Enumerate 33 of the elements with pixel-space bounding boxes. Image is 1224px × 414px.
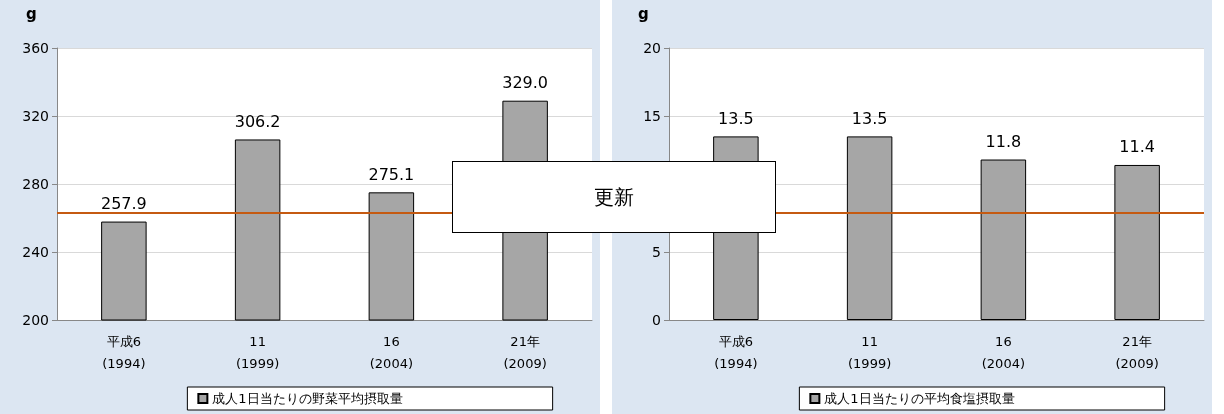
- x-tick-label: 平成6 (1994): [714, 333, 758, 371]
- x-tick-label: 21年 (2009): [1115, 333, 1159, 371]
- data-label: 329.0: [502, 73, 549, 93]
- y-tick-label: 240: [22, 244, 49, 260]
- data-label: 275.1: [368, 164, 415, 184]
- text-box: 更新: [452, 161, 776, 233]
- x-tick-label: 16 (2004): [981, 333, 1025, 371]
- y-tick-label: 0: [652, 312, 661, 328]
- data-label: 11.4: [1119, 137, 1155, 157]
- x-tick-label: 平成6 (1994): [102, 333, 146, 371]
- y-tick-label: 280: [22, 176, 49, 192]
- x-tick-label: 11 (1999): [848, 333, 892, 371]
- x-tick-label: 11 (1999): [236, 333, 280, 371]
- y-tick-label: 20: [643, 40, 661, 56]
- data-label: 11.8: [985, 132, 1022, 152]
- legend-label: 成人1日当たりの平均食塩摂取量: [824, 391, 1015, 406]
- x-tick-label: 21年 (2009): [503, 333, 547, 371]
- y-axis-title: g: [638, 4, 649, 23]
- y-axis-title: g: [26, 4, 37, 23]
- bar: [980, 159, 1027, 320]
- y-tick-label: 320: [22, 108, 49, 124]
- x-tick-label: 16 (2004): [369, 333, 413, 371]
- bar: [1114, 164, 1160, 320]
- data-label: 306.2: [234, 111, 281, 131]
- y-tick-label: 5: [652, 244, 661, 260]
- legend-label: 成人1日当たりの野菜平均摂取量: [212, 391, 403, 406]
- y-tick-label: 200: [22, 312, 49, 328]
- y-tick-label: 360: [22, 40, 49, 56]
- data-label: 13.5: [718, 108, 754, 128]
- bar: [846, 136, 893, 320]
- data-label: 13.5: [851, 108, 888, 128]
- y-tick-label: 15: [643, 108, 661, 124]
- data-label: 257.9: [100, 194, 147, 214]
